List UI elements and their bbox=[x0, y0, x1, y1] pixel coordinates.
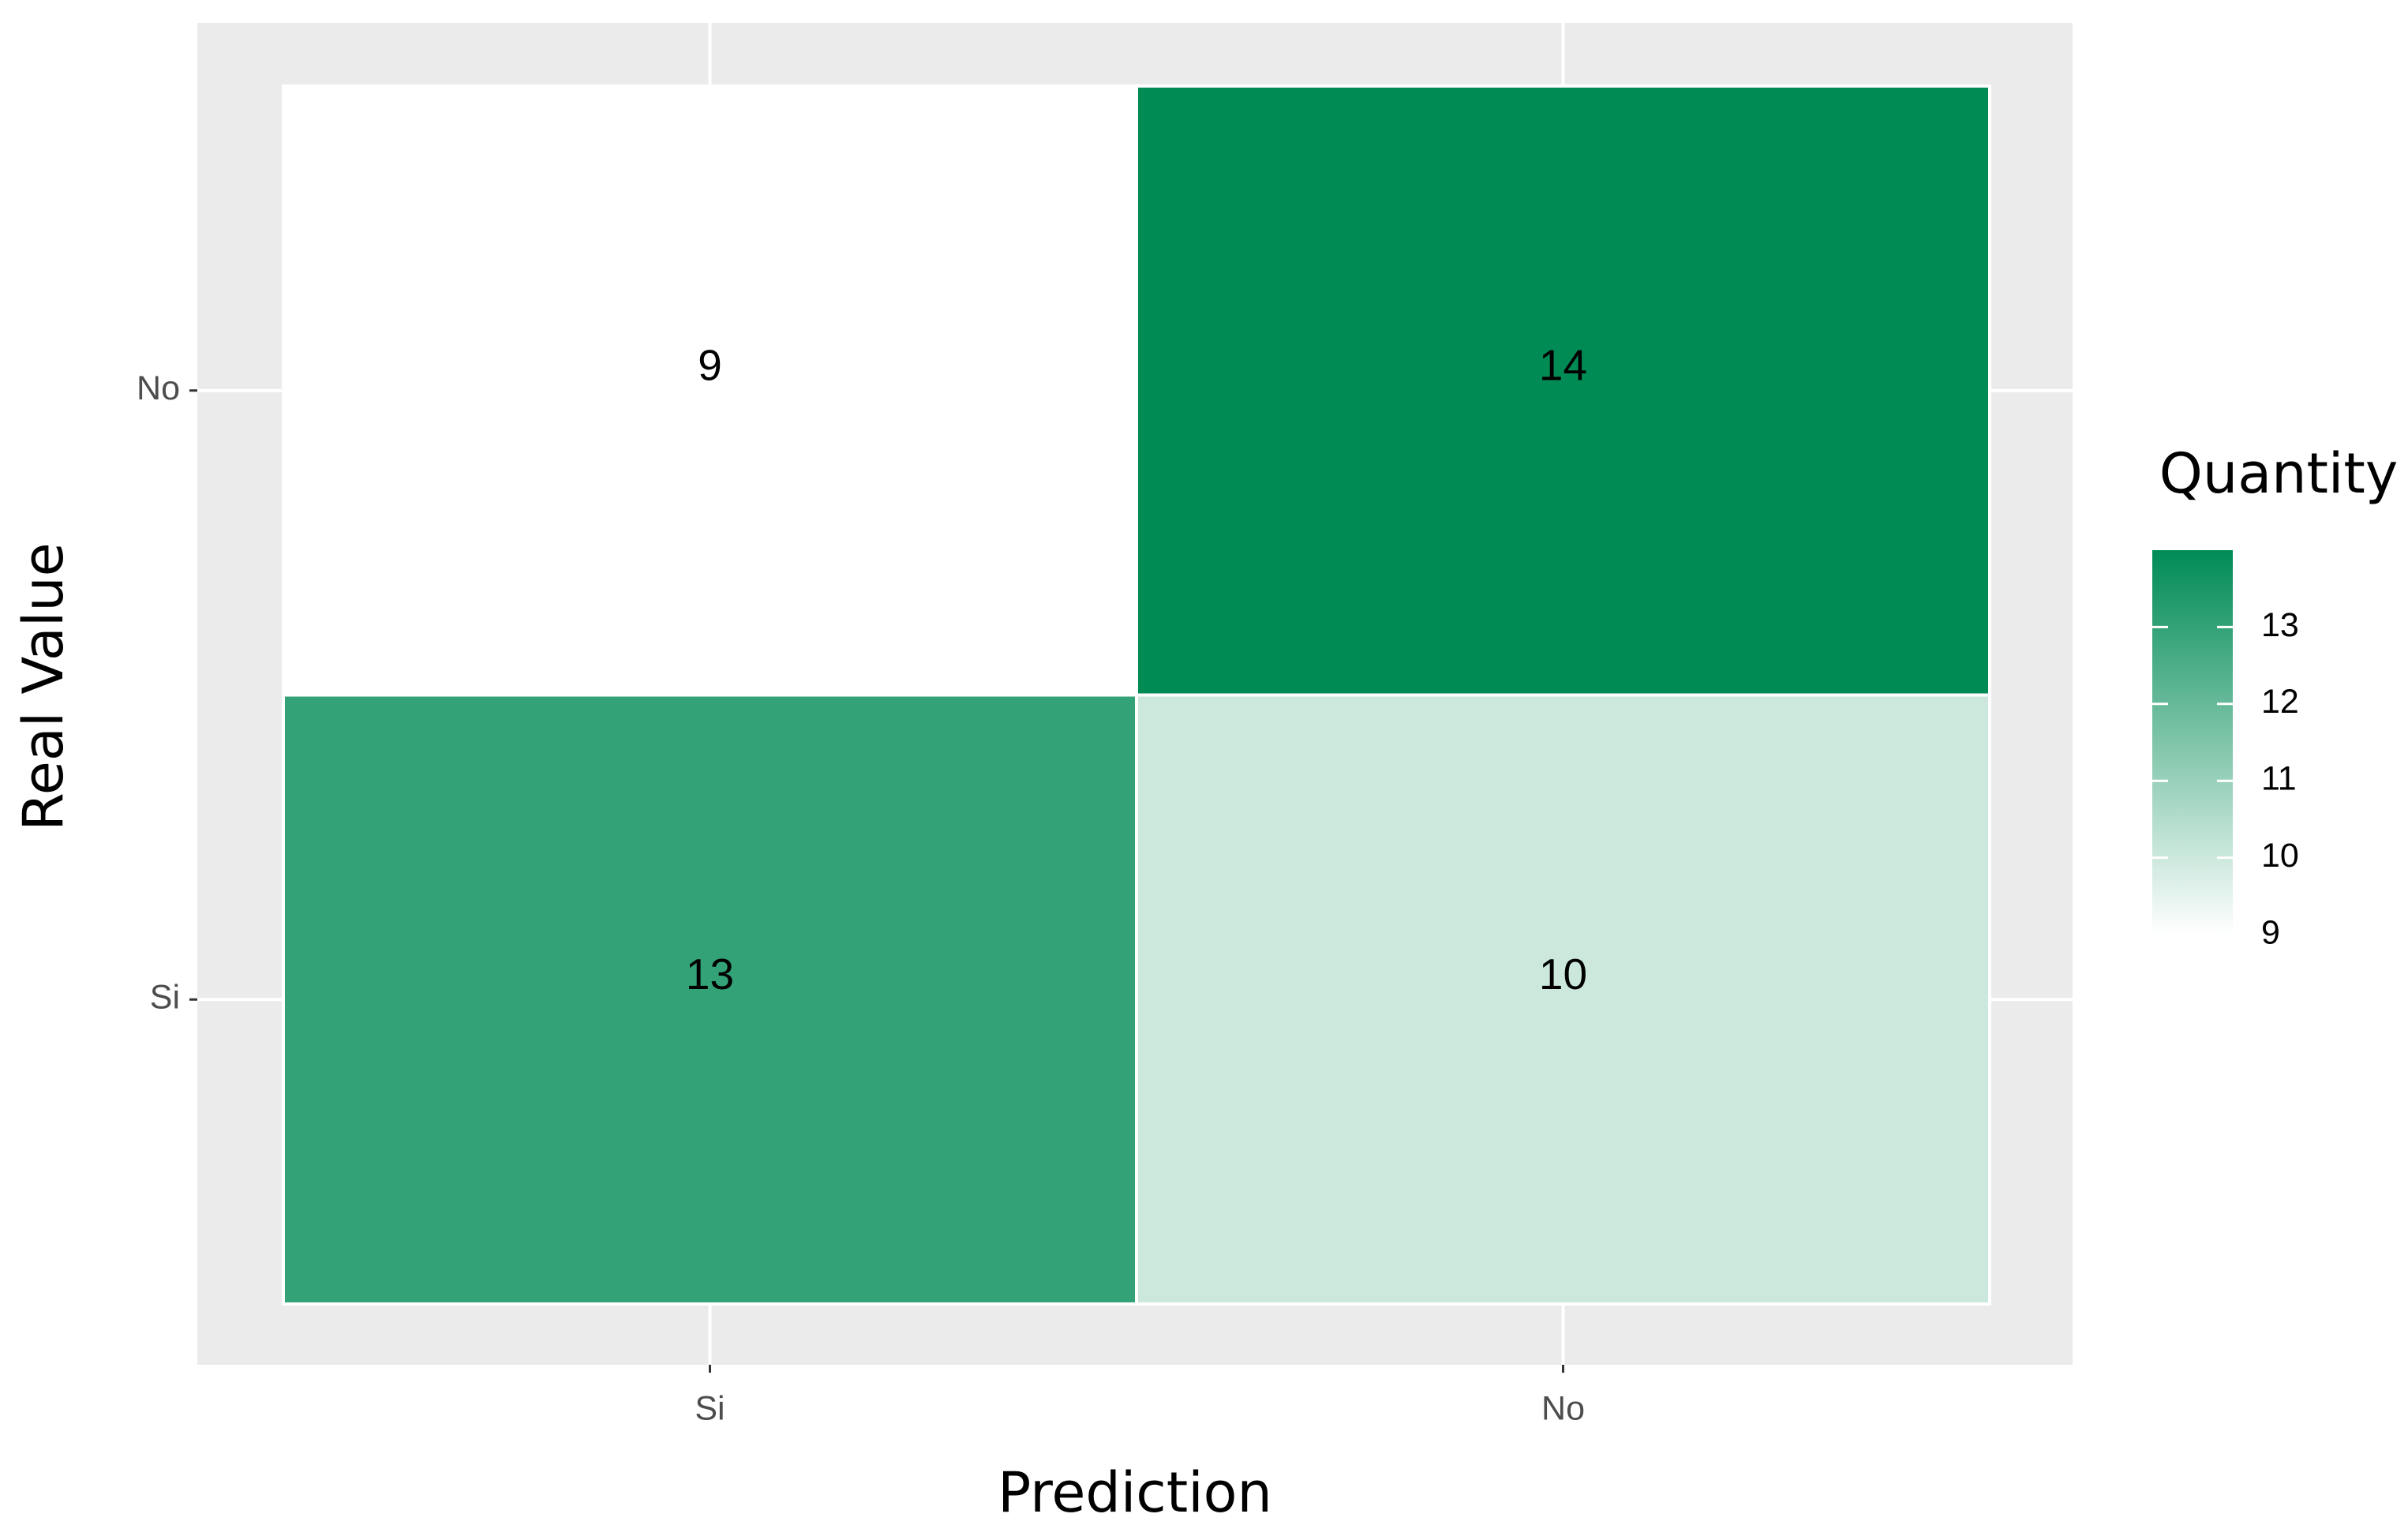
colorbar-tick-label: 12 bbox=[2261, 683, 2299, 721]
cell-label: 14 bbox=[1539, 340, 1587, 389]
heatmap-cell bbox=[282, 693, 1138, 1306]
colorbar-tick-label: 9 bbox=[2261, 913, 2280, 951]
colorbar-tick-label: 10 bbox=[2261, 837, 2299, 875]
colorbar-tick-label: 13 bbox=[2261, 606, 2299, 644]
cell-label: 10 bbox=[1539, 950, 1587, 999]
colorbar bbox=[2152, 550, 2233, 935]
y-tick-label: No bbox=[137, 369, 180, 407]
x-tick-label: No bbox=[1541, 1389, 1585, 1427]
cell-label: 13 bbox=[686, 950, 734, 999]
heatmap-cell bbox=[282, 84, 1138, 697]
colorbar-tick-label: 11 bbox=[2261, 760, 2297, 798]
x-axis-title: Prediction bbox=[998, 1460, 1272, 1525]
legend-title: Quantity bbox=[2159, 441, 2399, 506]
x-tick-label: Si bbox=[695, 1389, 725, 1427]
heatmap-cell bbox=[1135, 693, 1991, 1306]
y-axis-title: Real Value bbox=[11, 542, 76, 830]
cell-label: 9 bbox=[698, 340, 722, 389]
heatmap-cell bbox=[1135, 84, 1991, 697]
y-tick-label: Si bbox=[150, 979, 180, 1017]
